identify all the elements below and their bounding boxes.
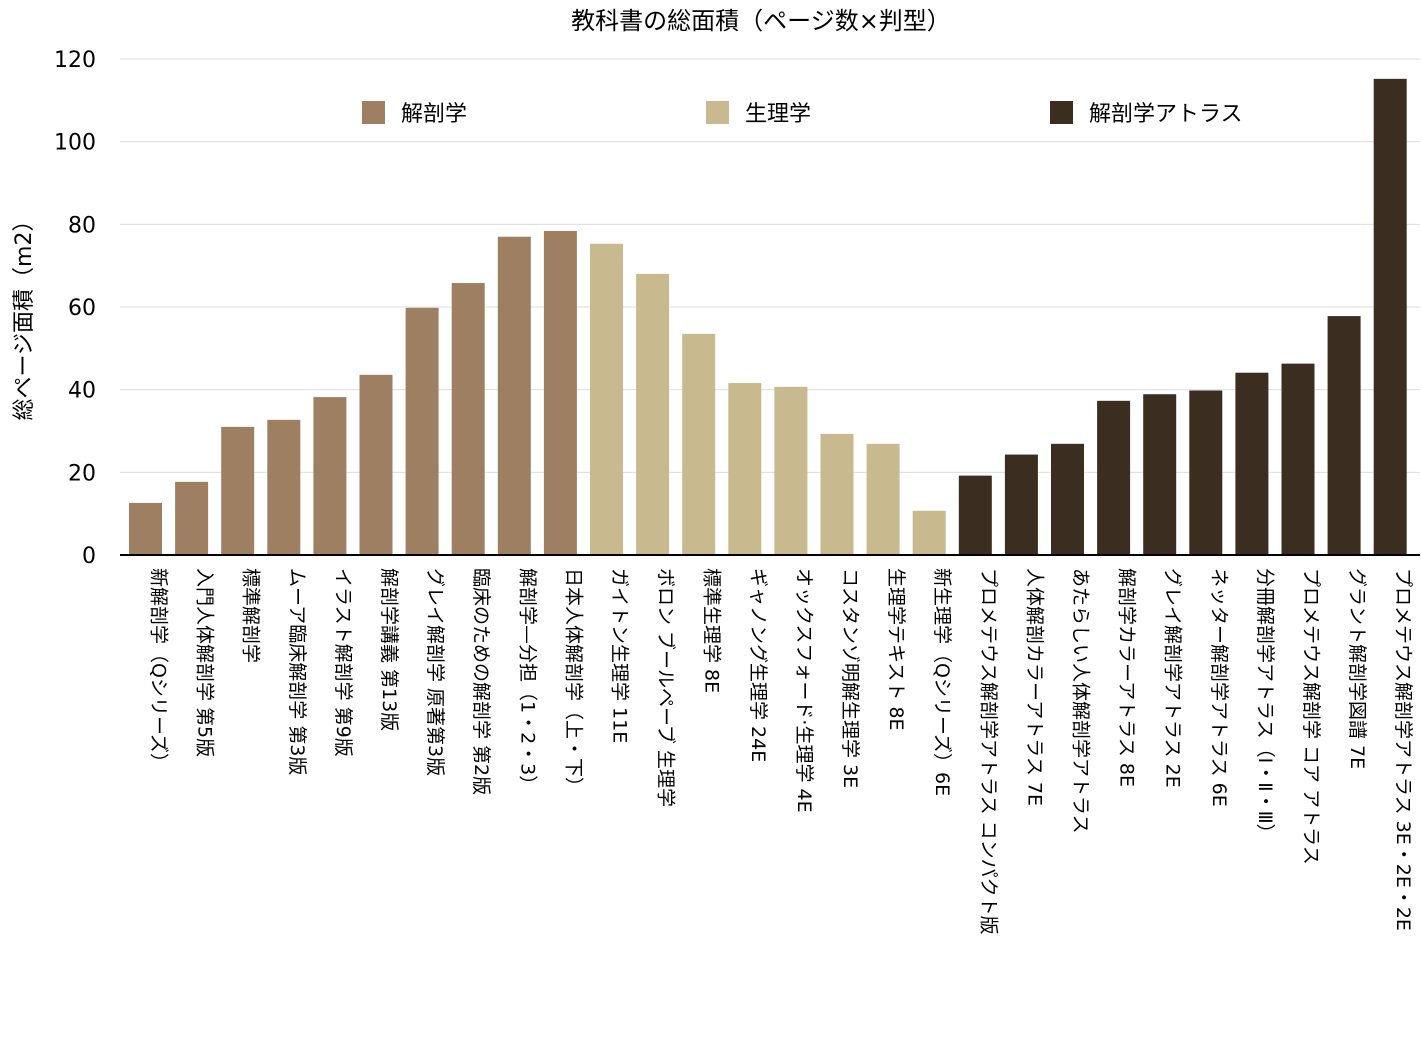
x-tick-label: 解剖学—分担（1・2・3） — [516, 568, 538, 794]
bar — [1327, 316, 1361, 555]
x-tick-label: 解剖学講義 第13版 — [378, 568, 400, 731]
bar — [682, 333, 716, 555]
legend-swatch — [362, 101, 385, 124]
y-tick-label: 0 — [82, 544, 96, 569]
x-tick-label: ギャノング生理学 24E — [747, 568, 769, 762]
x-tick-label: 日本人体解剖学（上・下） — [562, 568, 584, 796]
bar — [728, 383, 762, 555]
bar — [912, 510, 946, 555]
y-tick-label: 60 — [68, 296, 96, 321]
bar — [1097, 400, 1131, 555]
x-tick-label: 人体解剖カラーアトラス 7E — [1023, 568, 1045, 806]
x-tick-label: コスタンゾ明解生理学 3E — [839, 568, 861, 788]
x-tick-label: 解剖学カラーアトラス 8E — [1116, 568, 1138, 787]
bar — [543, 230, 577, 556]
legend-swatch — [1050, 101, 1073, 124]
bar — [451, 283, 485, 555]
legend-label: 解剖学アトラス — [1089, 102, 1243, 127]
y-tick-label: 40 — [68, 379, 96, 404]
x-tick-label: 標準解剖学 — [240, 568, 262, 663]
y-tick-label: 100 — [54, 131, 96, 156]
bar — [866, 443, 900, 555]
bar — [175, 481, 209, 555]
x-tick-label: あたらしい人体解剖学アトラス — [1070, 568, 1092, 834]
x-tick-label: オックスフォード·生理学 4E — [793, 568, 815, 813]
x-tick-label: 入門人体解剖学 第5版 — [194, 568, 216, 757]
chart-title: 教科書の総面積（ページ数×判型） — [571, 7, 951, 35]
bars — [129, 78, 1407, 556]
bar — [820, 433, 854, 555]
x-tick-label: ボロン ブールペーブ 生理学 — [655, 568, 678, 807]
bar — [590, 243, 623, 555]
bar — [267, 419, 301, 555]
bar — [636, 273, 670, 555]
x-tick-label: 生理学テキスト 8E — [885, 568, 907, 731]
legend-label: 生理学 — [745, 102, 811, 127]
bar — [1373, 78, 1407, 555]
y-tick-label: 20 — [68, 461, 96, 486]
bar — [1189, 390, 1223, 555]
bar — [1235, 372, 1269, 555]
y-axis-label: 総ページ面積（m2） — [12, 210, 37, 421]
legend-swatch — [706, 101, 729, 124]
bar — [221, 426, 255, 555]
bar — [1143, 394, 1177, 555]
x-tick-label: 臨床のための解剖学 第2版 — [470, 568, 492, 795]
bar — [129, 502, 162, 555]
y-tick-label: 80 — [68, 213, 96, 238]
x-tick-label: グレイ解剖学アトラス 2E — [1162, 568, 1184, 788]
bar — [1004, 454, 1038, 555]
x-tick-label: 新生理学（Qシリーズ）6E — [931, 568, 953, 796]
bar — [1281, 363, 1315, 555]
y-tick-label: 120 — [54, 48, 96, 73]
x-tick-label: グラント解剖学図譜 7E — [1346, 568, 1368, 769]
bar — [958, 475, 992, 555]
x-axis-labels: 新解剖学（Qシリーズ） 入門人体解剖学 第5版 標準解剖学 ムーア臨床解剖学 第3版 イ… — [148, 568, 1415, 935]
bar — [313, 397, 347, 555]
y-axis-ticks: 0 20 40 60 80 100 120 — [54, 48, 96, 569]
x-tick-label: グレイ解剖学 原著第3版 — [424, 568, 446, 776]
x-tick-label: ガイトン生理学 11E — [609, 568, 631, 743]
x-tick-label: プロメテウス解剖学アトラス コンパクト版 — [977, 568, 999, 935]
bar — [774, 386, 808, 555]
x-tick-label: イラスト解剖学 第9版 — [332, 568, 354, 757]
x-tick-label: 新解剖学（Qシリーズ） — [148, 568, 170, 772]
bar — [359, 374, 393, 555]
legend-label: 解剖学 — [401, 102, 467, 127]
bar — [1051, 443, 1084, 555]
x-tick-label: ネッター解剖学アトラス 6E — [1208, 568, 1230, 807]
x-tick-label: プロメテウス解剖学アトラス 3E・2E・2E — [1392, 568, 1414, 931]
legend: 解剖学 生理学 解剖学アトラス — [362, 101, 1243, 127]
x-tick-label: 分冊解剖学アトラス（Ⅰ・Ⅱ・Ⅲ） — [1254, 568, 1276, 843]
x-tick-label: 標準生理学 8E — [701, 568, 723, 693]
bar — [405, 307, 439, 555]
bar — [497, 236, 531, 555]
x-tick-label: ムーア臨床解剖学 第3版 — [286, 568, 308, 775]
x-tick-label: プロメテウス解剖学 コア アトラス — [1300, 568, 1322, 865]
